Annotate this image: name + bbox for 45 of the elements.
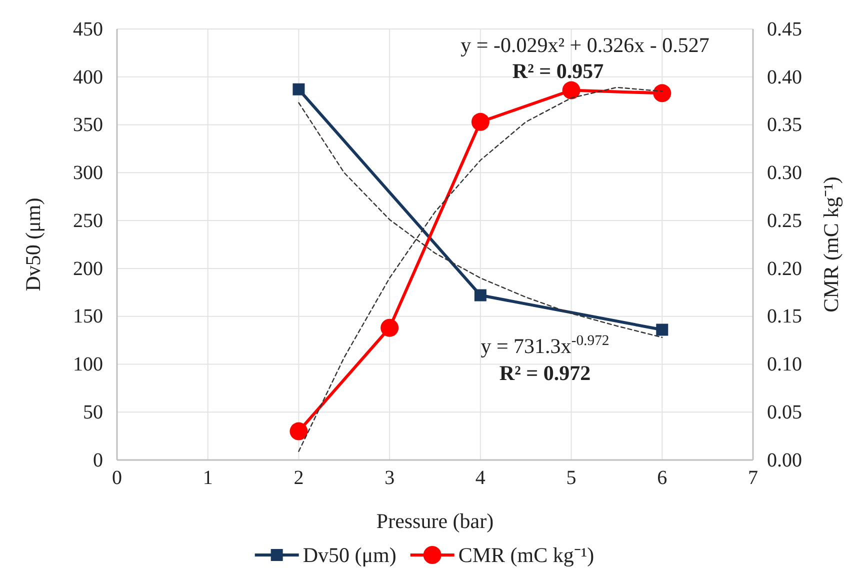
annotation: y = -0.029x² + 0.326x - 0.527	[460, 33, 710, 57]
y-axis-title: Dv50 (μm)	[21, 198, 45, 292]
point	[562, 81, 580, 100]
y2-tick-label: 0.10	[767, 354, 802, 376]
point	[380, 318, 399, 337]
x-tick-label: 4	[475, 467, 486, 490]
y-tick-label: 50	[83, 402, 103, 424]
y2-tick-label: 0.15	[767, 306, 802, 328]
y2-tick-label: 0.00	[767, 449, 802, 472]
y2-tick-label: 0.40	[767, 66, 802, 88]
x-tick-label: 2	[294, 467, 304, 490]
annotation: y = 731.3x$^{-0.972}$	[480, 333, 610, 358]
annotation: R² = 0.957	[512, 59, 604, 83]
y-tick-label: 450	[73, 18, 103, 40]
legend-label: CMR (mC kg⁻¹)	[458, 543, 594, 567]
point	[471, 112, 490, 131]
x-tick-label: 6	[657, 467, 668, 490]
point	[292, 83, 305, 96]
point	[656, 324, 668, 336]
x-axis-title: Pressure (bar)	[376, 509, 494, 533]
y-tick-label: 300	[73, 162, 103, 184]
x-tick-label: 7	[748, 467, 758, 490]
y2-tick-label: 0.35	[767, 114, 802, 136]
point	[653, 84, 672, 102]
y2-tick-label: 0.25	[767, 210, 802, 232]
point	[290, 422, 308, 440]
y-tick-label: 250	[73, 210, 103, 232]
y-tick-label: 400	[73, 66, 103, 88]
x-tick-label: 3	[384, 467, 395, 490]
y-tick-label: 100	[73, 354, 103, 376]
x-tick-label: 1	[202, 467, 213, 490]
y-tick-label: 0	[93, 449, 103, 472]
y2-tick-label: 0.20	[767, 258, 802, 280]
y-tick-label: 200	[73, 258, 103, 280]
y-tick-label: 350	[73, 114, 103, 136]
x-tick-label: 5	[566, 467, 576, 490]
legend-label: Dv50 (μm)	[302, 543, 396, 567]
y2-tick-label: 0.45	[767, 18, 802, 40]
y-tick-label: 150	[73, 306, 103, 328]
annotation: R² = 0.972	[499, 361, 591, 385]
x-tick-label: 0	[112, 467, 122, 490]
y2-axis-title: CMR (mC kg⁻¹)	[819, 176, 843, 312]
point	[474, 289, 486, 302]
y2-tick-label: 0.05	[767, 402, 802, 424]
y2-tick-label: 0.30	[767, 162, 802, 184]
